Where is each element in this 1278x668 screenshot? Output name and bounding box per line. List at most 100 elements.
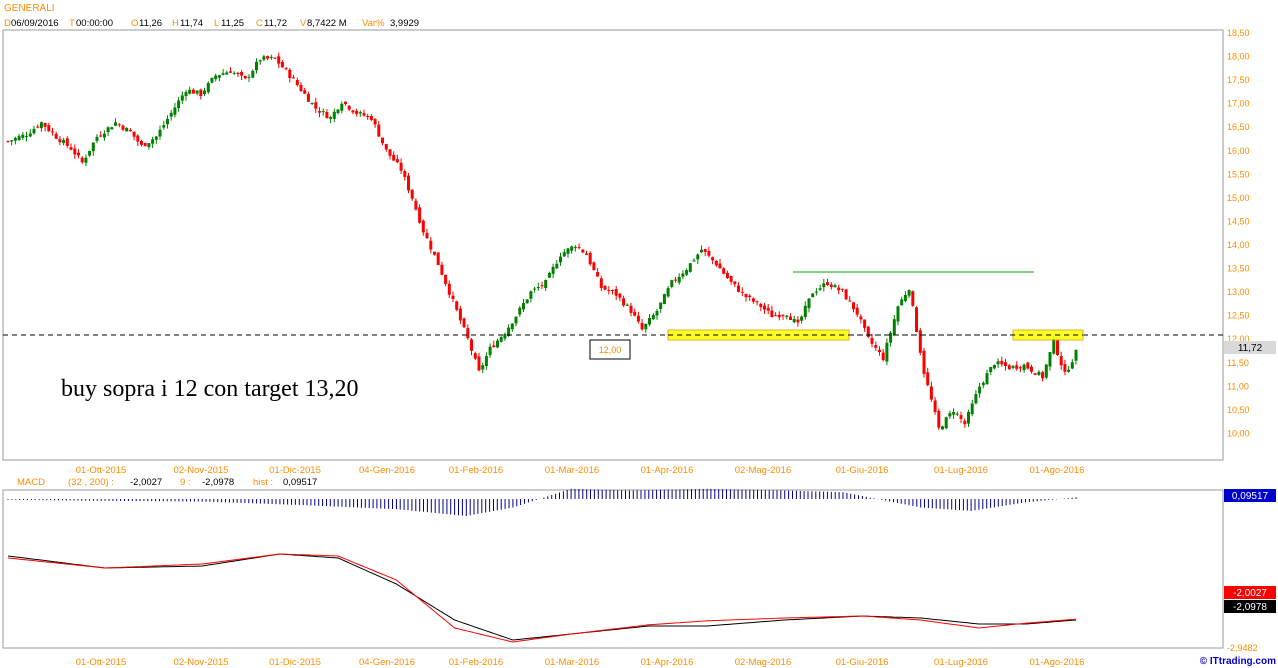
candle	[470, 338, 473, 356]
candle	[184, 89, 188, 101]
y-tick-label: 18,00	[1227, 52, 1250, 62]
candle-body	[885, 342, 889, 362]
candle	[933, 397, 937, 415]
candle-body	[755, 301, 759, 303]
candle-body	[277, 56, 281, 64]
candle	[1011, 365, 1015, 370]
candle	[1059, 351, 1063, 370]
candle-body	[84, 157, 88, 163]
candle	[948, 410, 952, 419]
x-tick-label: 02-Nov-2015	[174, 657, 229, 668]
candle	[77, 149, 80, 159]
var-value: 3,9929	[390, 18, 419, 29]
candle-body	[840, 288, 844, 290]
candle-body	[284, 68, 288, 70]
candle	[210, 77, 214, 84]
candle	[900, 296, 904, 306]
candle-body	[814, 291, 818, 293]
candle	[585, 250, 588, 255]
candle-body	[518, 307, 522, 315]
candle	[1070, 359, 1074, 370]
candle-body	[659, 302, 663, 309]
candle-body	[310, 103, 314, 104]
candle	[848, 296, 852, 302]
candle-body	[740, 291, 744, 293]
candle-body	[325, 112, 329, 119]
candle-body	[811, 293, 815, 298]
candle	[781, 314, 785, 320]
candle	[240, 70, 244, 80]
macd-x-axis: 01-Ott-2015 02-Nov-2015 01-Dic-2015 04-Gen-…	[76, 657, 1085, 668]
candle	[692, 258, 696, 262]
candle	[73, 144, 77, 159]
candle	[907, 289, 911, 299]
candle	[191, 88, 195, 94]
candle	[280, 59, 284, 68]
candle	[833, 283, 837, 288]
candle-body	[1056, 340, 1059, 355]
candle-body	[585, 253, 588, 255]
candle-body	[607, 290, 611, 291]
candle	[785, 315, 789, 320]
candle-body	[963, 420, 967, 425]
candle-body	[918, 330, 922, 353]
hist-value: 0,09517	[283, 477, 317, 488]
candle	[91, 142, 95, 156]
candle	[740, 287, 744, 297]
candle	[967, 409, 970, 427]
candle	[418, 204, 422, 224]
candle-body	[900, 299, 904, 306]
candle	[662, 293, 666, 305]
candle-body	[915, 307, 918, 332]
time-key: T	[69, 18, 75, 29]
low-key: L	[214, 18, 219, 29]
candle	[655, 308, 659, 320]
candle-body	[800, 316, 804, 321]
candle-body	[573, 247, 577, 249]
candle	[929, 381, 933, 402]
candle	[399, 158, 403, 174]
candle-body	[881, 352, 885, 361]
candle	[737, 282, 740, 293]
candle-body	[484, 356, 488, 367]
candle	[199, 88, 203, 100]
candle-body	[173, 107, 177, 115]
candle	[114, 118, 117, 127]
candle	[273, 57, 277, 59]
candle	[789, 313, 792, 321]
candle	[195, 90, 199, 96]
macd-histogram	[7, 488, 1077, 516]
candle-body	[855, 307, 859, 315]
signal-key: 9 :	[180, 477, 191, 488]
candle-body	[774, 315, 778, 317]
candle	[722, 267, 726, 275]
candle	[69, 143, 73, 151]
candle	[1056, 339, 1059, 356]
candle-body	[803, 305, 807, 317]
candle-body	[996, 361, 1000, 365]
candle-body	[648, 318, 651, 325]
candle	[811, 293, 815, 298]
candle-body	[488, 346, 492, 355]
candle-body	[280, 62, 284, 68]
candle	[944, 416, 948, 430]
candle-body	[418, 207, 422, 223]
candle	[814, 288, 818, 296]
y-tick-label: 17,00	[1227, 99, 1250, 109]
candle	[503, 332, 507, 341]
candle-body	[292, 77, 295, 79]
candle-body	[128, 129, 132, 132]
ohlc-readout: D 06/09/2016 T 00:00:00 O 11,26 H 11,74 …	[4, 18, 419, 29]
candle-body	[974, 394, 978, 404]
date-value: 06/09/2016	[11, 18, 59, 29]
candle	[744, 293, 748, 302]
candle	[729, 275, 733, 285]
candle	[796, 316, 800, 327]
candle	[169, 109, 173, 121]
candle-body	[733, 281, 737, 285]
candle	[277, 52, 281, 69]
candle	[410, 189, 414, 201]
candle	[837, 284, 841, 295]
candle	[889, 331, 893, 347]
